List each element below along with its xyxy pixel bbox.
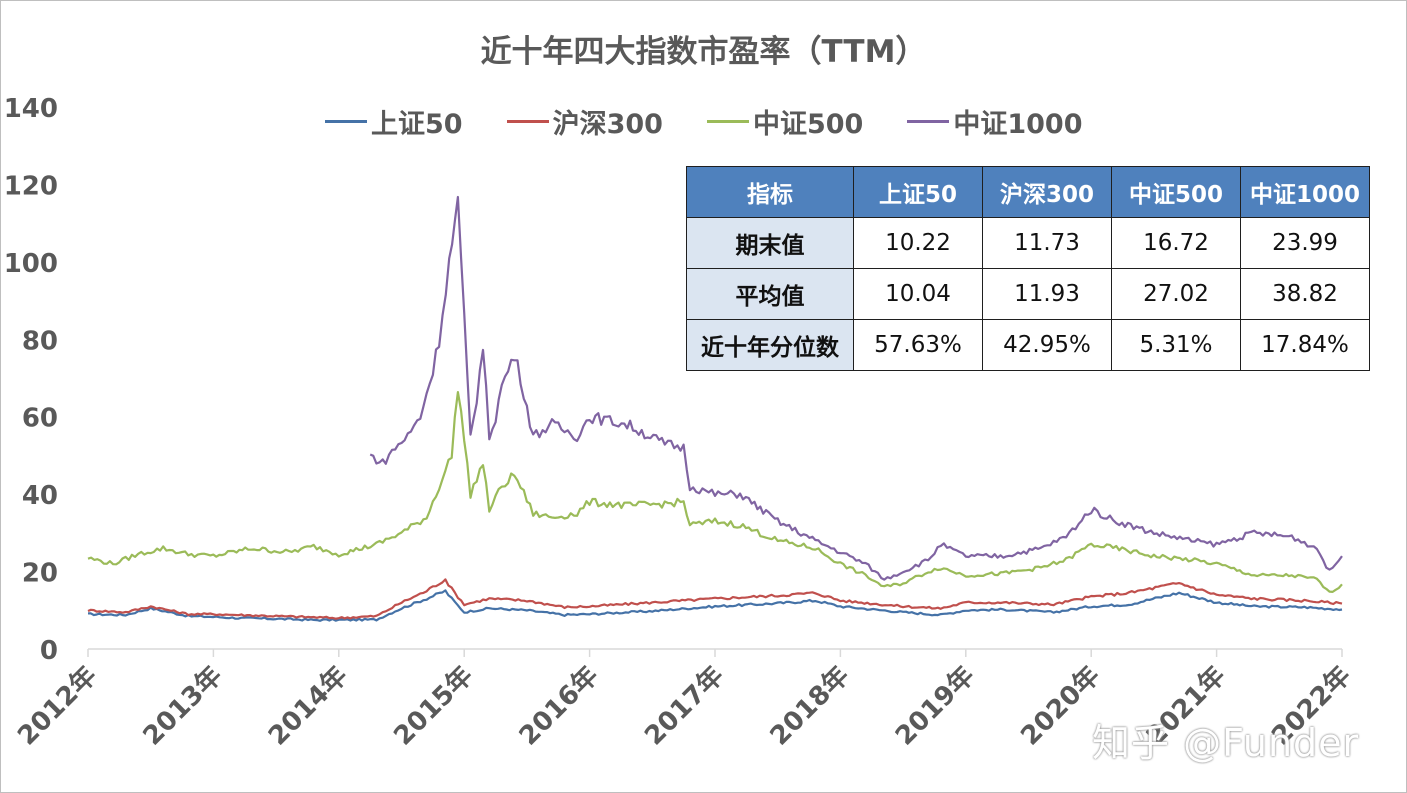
legend-item-zz1000: 中证1000 <box>907 102 1082 141</box>
legend-swatch-zz500 <box>706 119 749 123</box>
legend-item-zz500: 中证500 <box>706 102 864 141</box>
table-cell: 16.72 <box>1111 217 1241 269</box>
table-row: 期末值 10.22 11.73 16.72 23.99 <box>686 217 1370 269</box>
y-tick-label: 0 <box>40 636 58 666</box>
x-tick-label: 2016年 <box>513 660 604 751</box>
legend-label-zz1000: 中证1000 <box>953 108 1083 140</box>
y-tick-label: 20 <box>22 559 58 589</box>
table-cell: 27.02 <box>1111 268 1241 320</box>
y-tick-label: 40 <box>22 481 58 511</box>
table-cell: 17.84% <box>1240 319 1370 371</box>
table-cell: 11.93 <box>982 268 1112 320</box>
y-tick-label: 80 <box>22 326 58 356</box>
table-header-cell: 中证500 <box>1111 166 1241 218</box>
table-header-cell: 中证1000 <box>1240 166 1370 218</box>
legend-swatch-sz50 <box>325 119 367 123</box>
table-row: 平均值 10.04 11.93 27.02 38.82 <box>686 268 1370 320</box>
table-row-label: 近十年分位数 <box>686 319 854 371</box>
series-line-4 <box>369 195 1343 581</box>
y-tick-label: 100 <box>4 249 58 279</box>
table-cell: 10.04 <box>853 268 983 320</box>
series-line-3 <box>87 391 1343 594</box>
table-cell: 23.99 <box>1240 217 1370 269</box>
legend-label-sz50: 上证50 <box>371 108 463 140</box>
table-cell: 5.31% <box>1111 319 1241 371</box>
legend-item-hs300: 沪深300 <box>506 102 663 141</box>
table-header-cell: 沪深300 <box>982 166 1112 218</box>
stats-table: 指标 上证50 沪深300 中证500 中证1000 期末值 10.22 11.… <box>686 166 1370 371</box>
table-cell: 42.95% <box>982 319 1112 371</box>
x-tick-label: 2018年 <box>764 660 855 751</box>
y-tick-label: 60 <box>22 404 58 434</box>
table-row: 近十年分位数 57.63% 42.95% 5.31% 17.84% <box>686 319 1370 371</box>
table-cell: 38.82 <box>1240 268 1370 320</box>
watermark-text: 知乎 @Funder <box>1092 721 1360 765</box>
series-line-2 <box>87 578 1343 620</box>
x-tick-label: 2015年 <box>388 660 479 751</box>
legend-item-sz50: 上证50 <box>325 102 463 141</box>
table-cell: 11.73 <box>982 217 1112 269</box>
y-tick-label: 140 <box>4 94 58 124</box>
legend-label-zz500: 中证500 <box>752 108 864 140</box>
x-tick-label: 2014年 <box>262 660 353 751</box>
table-cell: 10.22 <box>853 217 983 269</box>
table-row-label: 期末值 <box>686 217 854 269</box>
y-tick-label: 120 <box>4 171 58 201</box>
table-header-cell: 上证50 <box>853 166 983 218</box>
x-tick-label: 2012年 <box>11 660 102 751</box>
table-row-label: 平均值 <box>686 268 854 320</box>
table-header-row: 指标 上证50 沪深300 中证500 中证1000 <box>686 166 1370 218</box>
x-tick-label: 2019年 <box>889 660 980 751</box>
series-line-1 <box>88 589 1343 622</box>
table-header-cell: 指标 <box>686 166 854 218</box>
legend-label-hs300: 沪深300 <box>552 108 663 140</box>
legend-swatch-hs300 <box>506 119 549 123</box>
x-tick-label: 2013年 <box>137 660 228 751</box>
x-tick-label: 2017年 <box>638 660 729 751</box>
chart-legend: 上证50 沪深300 中证500 中证1000 <box>325 102 1126 141</box>
chart-title: 近十年四大指数市盈率（TTM） <box>480 34 927 70</box>
table-cell: 57.63% <box>853 319 983 371</box>
legend-swatch-zz1000 <box>907 119 950 123</box>
